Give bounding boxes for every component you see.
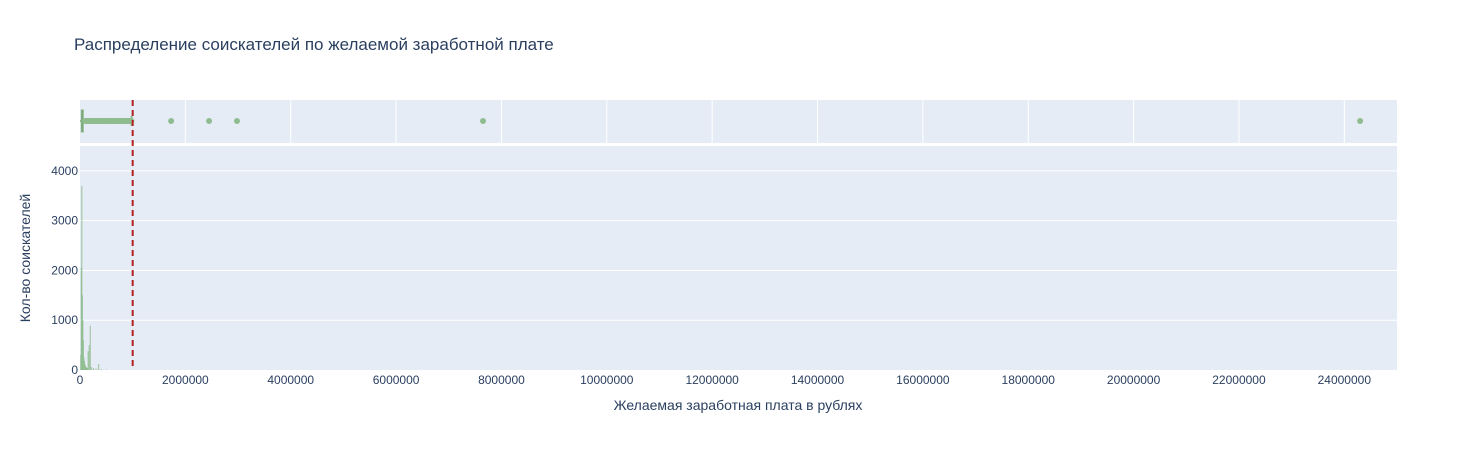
- histogram-bar: [84, 364, 86, 370]
- histogram-bar: [87, 368, 89, 370]
- x-tick-label: 20000000: [1107, 373, 1161, 387]
- box-plot: [80, 109, 1364, 133]
- y-tick-labels: 0 1000 2000 3000 4000: [51, 164, 78, 377]
- histogram-bar: [87, 351, 89, 370]
- x-tick-label: 6000000: [373, 373, 420, 387]
- y-tick-label: 1000: [51, 313, 78, 327]
- histogram-bar: [100, 369, 102, 370]
- y-tick-label: 0: [71, 363, 78, 377]
- histogram-bar: [81, 295, 83, 370]
- x-tick-label: 10000000: [580, 373, 634, 387]
- histogram-bar: [83, 361, 85, 370]
- x-tick-label: 2000000: [162, 373, 209, 387]
- x-axis-title: Желаемая заработная плата в рублях: [614, 397, 863, 413]
- x-tick-label: 4000000: [267, 373, 314, 387]
- histogram-bar: [85, 367, 87, 370]
- y-tick-label: 3000: [51, 214, 78, 228]
- box-panel-background: [80, 100, 1397, 143]
- box-outlier: [233, 118, 240, 124]
- histogram-bar: [81, 185, 83, 370]
- x-tick-label: 12000000: [685, 373, 739, 387]
- x-tick-label: 24000000: [1318, 373, 1372, 387]
- histogram-bar: [95, 368, 97, 370]
- grid-lines: [80, 100, 1397, 321]
- y-tick-label: 4000: [51, 164, 78, 178]
- y-axis-title: Кол-во соискателей: [17, 194, 33, 322]
- box-outlier: [1357, 118, 1364, 124]
- x-tick-label: 16000000: [896, 373, 950, 387]
- x-tick-label: 8000000: [478, 373, 525, 387]
- y-tick-label: 2000: [51, 263, 78, 277]
- histogram-panel-background: [80, 146, 1397, 370]
- box-outlier: [168, 118, 175, 124]
- x-tick-label: 14000000: [791, 373, 845, 387]
- histogram-bar: [85, 366, 87, 370]
- histogram-bar: [86, 368, 88, 370]
- x-tick-label: 0: [77, 373, 84, 387]
- histogram-bars: [80, 185, 108, 370]
- histogram-bar: [88, 345, 90, 370]
- histogram-bar: [82, 340, 84, 370]
- box-outlier: [480, 118, 487, 124]
- chart-title: Распределение соискателей по желаемой за…: [74, 35, 554, 54]
- x-tick-label: 18000000: [1002, 373, 1056, 387]
- x-tick-label: 22000000: [1212, 373, 1266, 387]
- histogram-bar: [98, 364, 100, 370]
- histogram-bar: [86, 367, 88, 370]
- histogram-bar: [83, 357, 85, 370]
- histogram-bar: [92, 368, 94, 370]
- box-outlier: [206, 118, 213, 124]
- histogram-bar: [89, 325, 91, 370]
- x-tick-labels: 0 2000000 4000000 6000000 8000000 10000000 120…: [77, 373, 1372, 387]
- histogram-bar: [80, 267, 82, 370]
- histogram-bar: [82, 320, 84, 370]
- histogram-bar: [80, 355, 82, 370]
- histogram-bar: [90, 367, 92, 370]
